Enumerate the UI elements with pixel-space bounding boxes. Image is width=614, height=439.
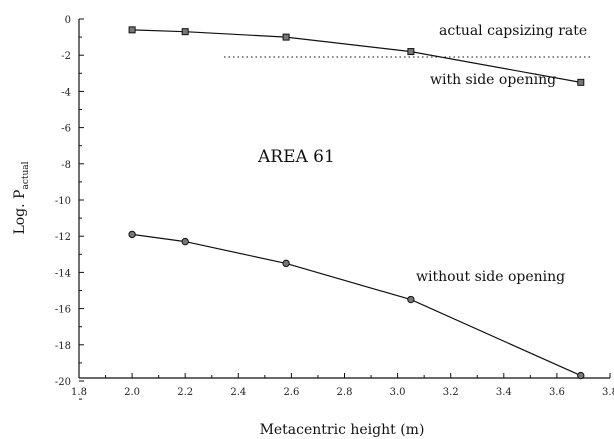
- x-tick-label: 2.0: [124, 387, 140, 398]
- data-point-with-side-opening: [282, 33, 290, 41]
- y-axis-title: Log. Pactual: [12, 161, 31, 234]
- x-tick-label: 3.8: [602, 387, 614, 398]
- y-tick-label: -8: [61, 160, 71, 171]
- y-tick-label: -10: [55, 196, 71, 207]
- x-tick-label: 3.4: [496, 387, 512, 398]
- series-label-without-side-opening: without side opening: [416, 269, 565, 285]
- x-tick-label: 1.8: [71, 387, 87, 398]
- y-tick-label: -12: [55, 232, 71, 243]
- x-tick-label: 2.6: [283, 387, 299, 398]
- y-ticks: 0 -2 -4 -6 -8 -10 -12 -14 -16 -18 -20: [55, 15, 84, 400]
- data-point-without-side-opening: [577, 371, 585, 380]
- data-point-without-side-opening: [282, 259, 290, 268]
- x-tick-label: 3.2: [443, 387, 459, 398]
- x-tick-label: 2.2: [177, 387, 193, 398]
- x-tick-label: 2.4: [230, 387, 246, 398]
- x-tick-label: 3.0: [390, 387, 406, 398]
- data-point-without-side-opening: [407, 295, 415, 304]
- data-point-without-side-opening: [181, 237, 189, 246]
- y-axis-title-main: Log. P: [12, 190, 28, 235]
- x-axis-title: Metacentric height (m): [260, 422, 425, 438]
- series-line-without-side-opening: [132, 233, 582, 377]
- y-tick-label: 0: [65, 15, 71, 26]
- series-label-with-side-opening: with side opening: [430, 72, 556, 88]
- y-axis-title-group: Log. Pactual: [12, 161, 31, 234]
- series-layer: [128, 26, 585, 380]
- y-tick-label: -18: [55, 341, 71, 352]
- x-tick-label: 3.6: [549, 387, 565, 398]
- y-tick-label: -6: [61, 124, 71, 135]
- x-tick-label: 2.8: [337, 387, 353, 398]
- y-tick-label: -20: [55, 377, 71, 388]
- y-axis-title-subscript: actual: [21, 161, 31, 189]
- x-ticks: 1.8 2.0 2.2 2.4 2.6 2.8 3.0 3.2 3.4 3.6 3.8: [71, 373, 614, 398]
- data-point-with-side-opening: [128, 26, 136, 34]
- y-tick-label: -4: [61, 87, 71, 98]
- area-annotation: AREA 61: [257, 147, 335, 167]
- reference-line-label: actual capsizing rate: [439, 23, 587, 39]
- y-tick-label: -2: [61, 51, 71, 62]
- data-point-with-side-opening: [407, 48, 415, 56]
- data-point-with-side-opening: [577, 78, 585, 86]
- data-point-without-side-opening: [128, 230, 136, 239]
- data-point-with-side-opening: [181, 28, 189, 36]
- y-tick-label: -14: [55, 268, 71, 279]
- y-tick-label: -16: [55, 305, 71, 316]
